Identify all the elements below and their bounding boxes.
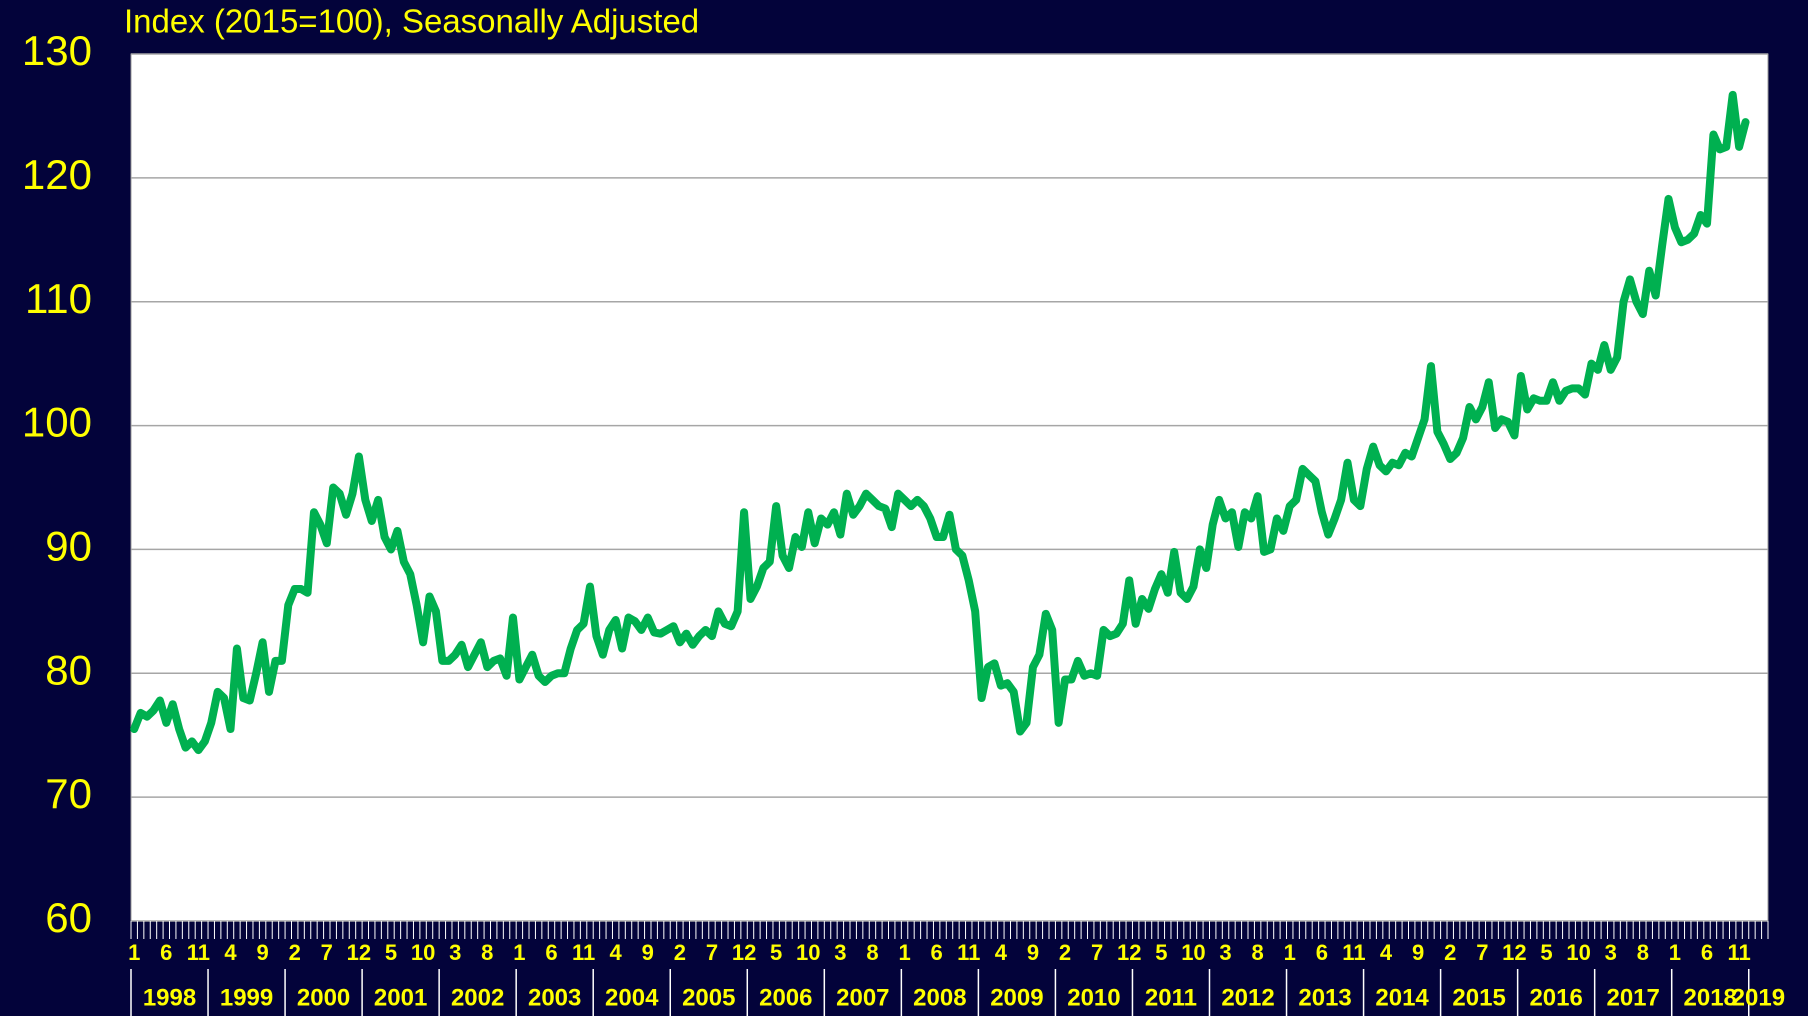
year-label: 2004 [605,984,659,1011]
x-tick-label: 1 [513,940,525,965]
x-tick-label: 4 [224,940,237,965]
year-label: 2016 [1529,984,1582,1011]
x-tick-label: 8 [866,940,878,965]
x-tick-label: 9 [642,940,654,965]
x-tick-label: 10 [796,940,820,965]
year-label: 1999 [220,984,273,1011]
x-tick-label: 11 [572,940,595,965]
x-tick-label: 4 [610,940,623,965]
x-tick-label: 8 [1637,940,1649,965]
x-tick-label: 4 [995,940,1008,965]
x-tick-label: 3 [1219,940,1231,965]
year-label: 2002 [451,984,504,1011]
year-label: 2015 [1452,984,1505,1011]
x-tick-label: 5 [1540,940,1552,965]
year-label: 2019 [1732,984,1785,1011]
x-tick-label: 6 [160,940,172,965]
x-tick-label: 1 [128,940,140,965]
y-tick-label: 80 [45,646,92,693]
year-label: 2009 [990,984,1043,1011]
x-tick-label: 12 [1502,940,1526,965]
data-line [130,90,1750,755]
year-label: 2012 [1221,984,1274,1011]
chart-title: Index (2015=100), Seasonally Adjusted [124,3,699,40]
x-tick-label: 7 [1091,940,1103,965]
x-tick-label: 6 [545,940,557,965]
x-tick-label: 11 [187,940,210,965]
y-tick-label: 60 [45,894,92,941]
y-tick-label: 90 [45,523,92,570]
year-label: 2006 [759,984,812,1011]
x-tick-label: 4 [1380,940,1393,965]
x-tick-label: 12 [1117,940,1141,965]
x-tick-label: 3 [834,940,846,965]
x-tick-label: 10 [1181,940,1205,965]
y-tick-label: 110 [25,275,92,322]
x-tick-label: 11 [1727,940,1750,965]
x-tick-label: 1 [898,940,910,965]
x-tick-label: 11 [1342,940,1365,965]
year-label: 2001 [374,984,427,1011]
x-tick-label: 7 [321,940,333,965]
x-tick-label: 2 [289,940,301,965]
x-tick-label: 9 [1027,940,1039,965]
year-label: 2014 [1375,984,1429,1011]
year-label: 2018 [1684,984,1737,1011]
year-label: 2007 [836,984,889,1011]
x-tick-label: 9 [1412,940,1424,965]
x-tick-label: 6 [1701,940,1713,965]
x-tick-label: 12 [347,940,371,965]
year-label: 2000 [297,984,350,1011]
x-tick-label: 12 [732,940,756,965]
x-tick-label: 7 [1476,940,1488,965]
x-tick-label: 2 [1444,940,1456,965]
x-tick-label: 7 [706,940,718,965]
x-tick-label: 8 [1252,940,1264,965]
year-label: 2008 [913,984,966,1011]
year-label: 2005 [682,984,735,1011]
x-tick-label: 2 [674,940,686,965]
x-tick-label: 6 [931,940,943,965]
x-tick-label: 3 [1605,940,1617,965]
year-label: 2010 [1067,984,1120,1011]
year-label: 2011 [1145,984,1197,1011]
x-tick-label: 6 [1316,940,1328,965]
x-tick-label: 5 [770,940,782,965]
plot-area [130,53,1769,922]
x-tick-label: 11 [957,940,980,965]
y-tick-label: 70 [45,770,92,817]
year-label: 2017 [1606,984,1659,1011]
x-tick-label: 2 [1059,940,1071,965]
year-label: 2003 [528,984,581,1011]
x-tick-label: 1 [1669,940,1681,965]
y-tick-label: 120 [22,151,92,198]
year-label: 1998 [143,984,196,1011]
x-tick-label: 9 [256,940,268,965]
x-tick-label: 5 [385,940,397,965]
x-tick-label: 10 [411,940,435,965]
y-tick-label: 100 [22,399,92,446]
x-tick-label: 8 [481,940,493,965]
year-label: 2013 [1298,984,1351,1011]
x-tick-label: 10 [1566,940,1590,965]
x-tick-label: 3 [449,940,461,965]
x-tick-label: 1 [1284,940,1296,965]
x-tick-label: 5 [1155,940,1167,965]
y-tick-label: 130 [22,27,92,74]
